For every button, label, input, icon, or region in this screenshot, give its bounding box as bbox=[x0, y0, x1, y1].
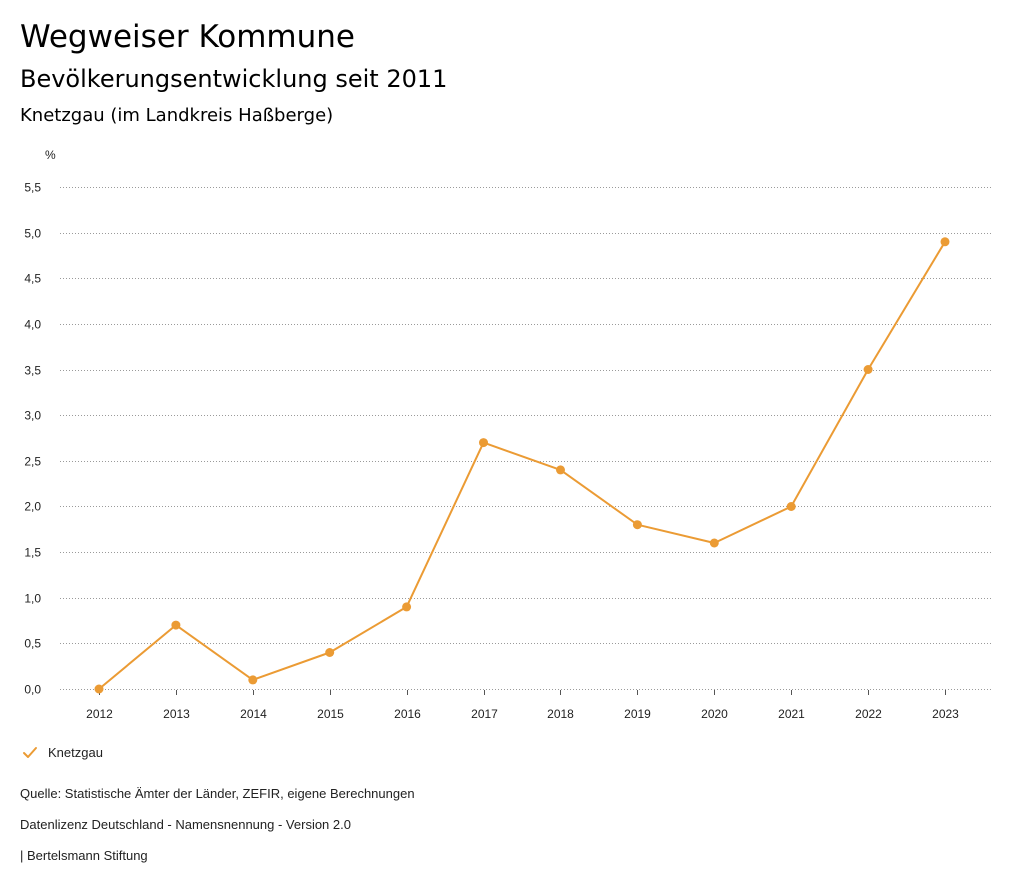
y-tick-label: 5,5 bbox=[24, 181, 41, 195]
y-tick-label: 5,0 bbox=[24, 227, 41, 241]
y-tick-label: 0,5 bbox=[24, 637, 41, 651]
series-line bbox=[98, 241, 946, 690]
region-label: Knetzgau (im Landkreis Haßberge) bbox=[20, 105, 334, 126]
y-axis-ticks: 0,0 0,5 1,0 1,5 2,0 2,5 3,0 3,5 4,0 4,5 5,0 5,5 bbox=[24, 181, 41, 697]
grid-lines bbox=[60, 187, 992, 690]
x-tick-label: 2015 bbox=[317, 707, 344, 721]
data-point[interactable] bbox=[171, 620, 181, 630]
x-tick-label: 2020 bbox=[701, 707, 728, 721]
x-tick-label: 2018 bbox=[547, 707, 574, 721]
legend[interactable]: Knetzgau bbox=[22, 745, 103, 760]
x-tick-label: 2022 bbox=[855, 707, 882, 721]
y-tick-label: 0,0 bbox=[24, 683, 41, 697]
checkmark-icon bbox=[23, 746, 37, 758]
source-note: Quelle: Statistische Ämter der Länder, Z… bbox=[20, 786, 415, 801]
x-tick-label: 2012 bbox=[86, 707, 113, 721]
y-tick-label: 4,0 bbox=[24, 318, 41, 332]
y-tick-label: 2,5 bbox=[24, 455, 41, 469]
data-point[interactable] bbox=[94, 684, 104, 694]
x-tick-label: 2023 bbox=[932, 707, 959, 721]
series-knetzgau bbox=[94, 237, 950, 694]
y-tick-label: 3,0 bbox=[24, 409, 41, 423]
chart-subtitle: Bevölkerungsentwicklung seit 2011 bbox=[20, 65, 448, 93]
x-tick-label: 2017 bbox=[471, 707, 498, 721]
data-point[interactable] bbox=[248, 675, 258, 685]
page-title: Wegweiser Kommune bbox=[20, 19, 355, 55]
x-tick-label: 2014 bbox=[240, 707, 267, 721]
data-point[interactable] bbox=[402, 602, 412, 612]
x-tick-label: 2016 bbox=[394, 707, 421, 721]
data-point[interactable] bbox=[786, 502, 796, 511]
data-point[interactable] bbox=[479, 438, 488, 448]
x-tick-label: 2021 bbox=[778, 707, 805, 721]
license-note: Datenlizenz Deutschland - Namensnennung … bbox=[20, 817, 351, 832]
y-tick-label: 3,5 bbox=[24, 364, 41, 378]
y-tick-label: 1,0 bbox=[24, 592, 41, 606]
data-point[interactable] bbox=[863, 365, 873, 374]
x-axis-ticks: 2012 2013 2014 2015 2016 2017 2018 2019 2020 2021… bbox=[86, 690, 959, 721]
y-axis-unit-label: % bbox=[45, 148, 56, 162]
y-tick-label: 1,5 bbox=[24, 546, 41, 560]
y-tick-label: 2,0 bbox=[24, 500, 41, 514]
data-point[interactable] bbox=[709, 538, 719, 548]
data-point[interactable] bbox=[632, 520, 642, 530]
publisher-note: | Bertelsmann Stiftung bbox=[20, 848, 148, 863]
y-tick-label: 4,5 bbox=[24, 272, 41, 286]
x-tick-label: 2019 bbox=[624, 707, 651, 721]
line-chart: % 0,0 0,5 1,0 1,5 2,0 2,5 3,0 3,5 4,0 4,5 5,0 5,5 2… bbox=[24, 148, 992, 721]
data-point[interactable] bbox=[556, 465, 565, 475]
x-tick-label: 2013 bbox=[163, 707, 190, 721]
data-point[interactable] bbox=[325, 648, 335, 657]
legend-label-knetzgau: Knetzgau bbox=[48, 745, 103, 760]
data-point[interactable] bbox=[940, 237, 950, 247]
